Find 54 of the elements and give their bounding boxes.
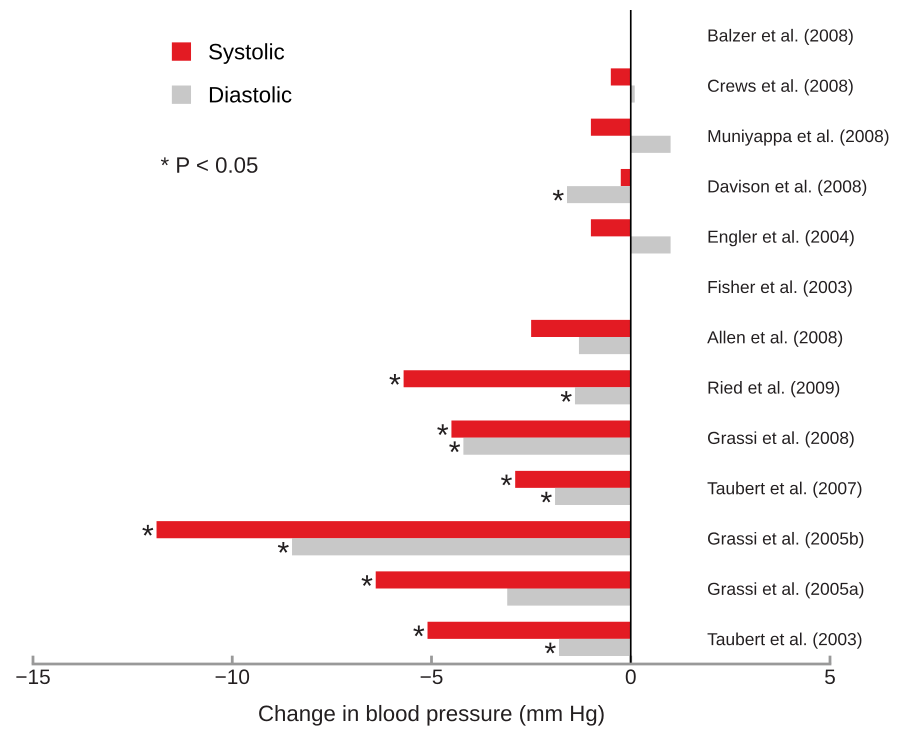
bar — [404, 370, 631, 388]
bar — [630, 236, 671, 254]
y-tick-label: Ried et al. (2009) — [708, 381, 840, 398]
bar — [566, 186, 631, 204]
bar — [590, 219, 631, 236]
y-tick-label: Grassi et al. (2008) — [708, 431, 854, 448]
y-tick-label: Taubert et al. (2003) — [708, 632, 862, 649]
x-tick-label: 0 — [626, 669, 636, 684]
data-label: * — [389, 374, 400, 385]
bar — [451, 420, 631, 438]
bar — [292, 538, 631, 556]
data-label: * — [449, 441, 460, 452]
bar — [531, 320, 631, 337]
y-tick-label: Davison et al. (2008) — [708, 180, 866, 196]
bar — [507, 588, 631, 606]
y-tick-label: Allen et al. (2008) — [707, 330, 842, 347]
x-tick-label: −15 — [16, 670, 50, 684]
x-tick-label: −10 — [216, 669, 250, 684]
data-label: * — [142, 524, 154, 536]
data-label: * — [437, 424, 448, 436]
bar — [574, 387, 631, 404]
bar — [559, 638, 631, 656]
data-label: * — [552, 190, 564, 201]
bar — [555, 488, 631, 506]
bar — [515, 470, 631, 488]
y-tick-label: Taubert et al. (2007) — [708, 482, 862, 498]
bar — [578, 337, 631, 354]
data-label: * — [413, 626, 424, 636]
bar — [630, 136, 671, 153]
y-tick-label: Fisher et al. (2003) — [708, 280, 852, 297]
data-label: * — [501, 474, 512, 486]
x-tick-label: −5 — [420, 670, 443, 684]
legend-label: Diastolic — [210, 86, 292, 103]
data-label: * — [362, 575, 372, 586]
bar — [463, 438, 631, 455]
bar — [428, 622, 631, 639]
x-axis-title: Change in blood pressure (mm Hg) — [259, 704, 604, 726]
bar — [156, 521, 631, 538]
y-tick-label: Grassi et al. (2005b) — [708, 532, 864, 548]
y-tick-label: Crews et al. (2008) — [708, 79, 853, 96]
x-tick-label: 5 — [825, 670, 835, 684]
data-label: * — [540, 492, 552, 502]
data-label: * — [278, 542, 289, 553]
bar — [376, 571, 631, 589]
y-tick-label: Balzer et al. (2008) — [708, 28, 853, 46]
y-tick-label: Engler et al. (2004) — [708, 230, 854, 246]
data-label: * — [544, 642, 556, 654]
y-tick-label: Grassi et al. (2005a) — [708, 582, 864, 598]
bar — [610, 68, 631, 86]
y-tick-label: Muniyappa et al. (2008) — [708, 129, 888, 146]
legend-label: Systolic — [209, 43, 284, 64]
data-label: * — [560, 391, 572, 402]
bar — [590, 118, 631, 136]
annotation: * P < 0.05 — [160, 157, 258, 173]
